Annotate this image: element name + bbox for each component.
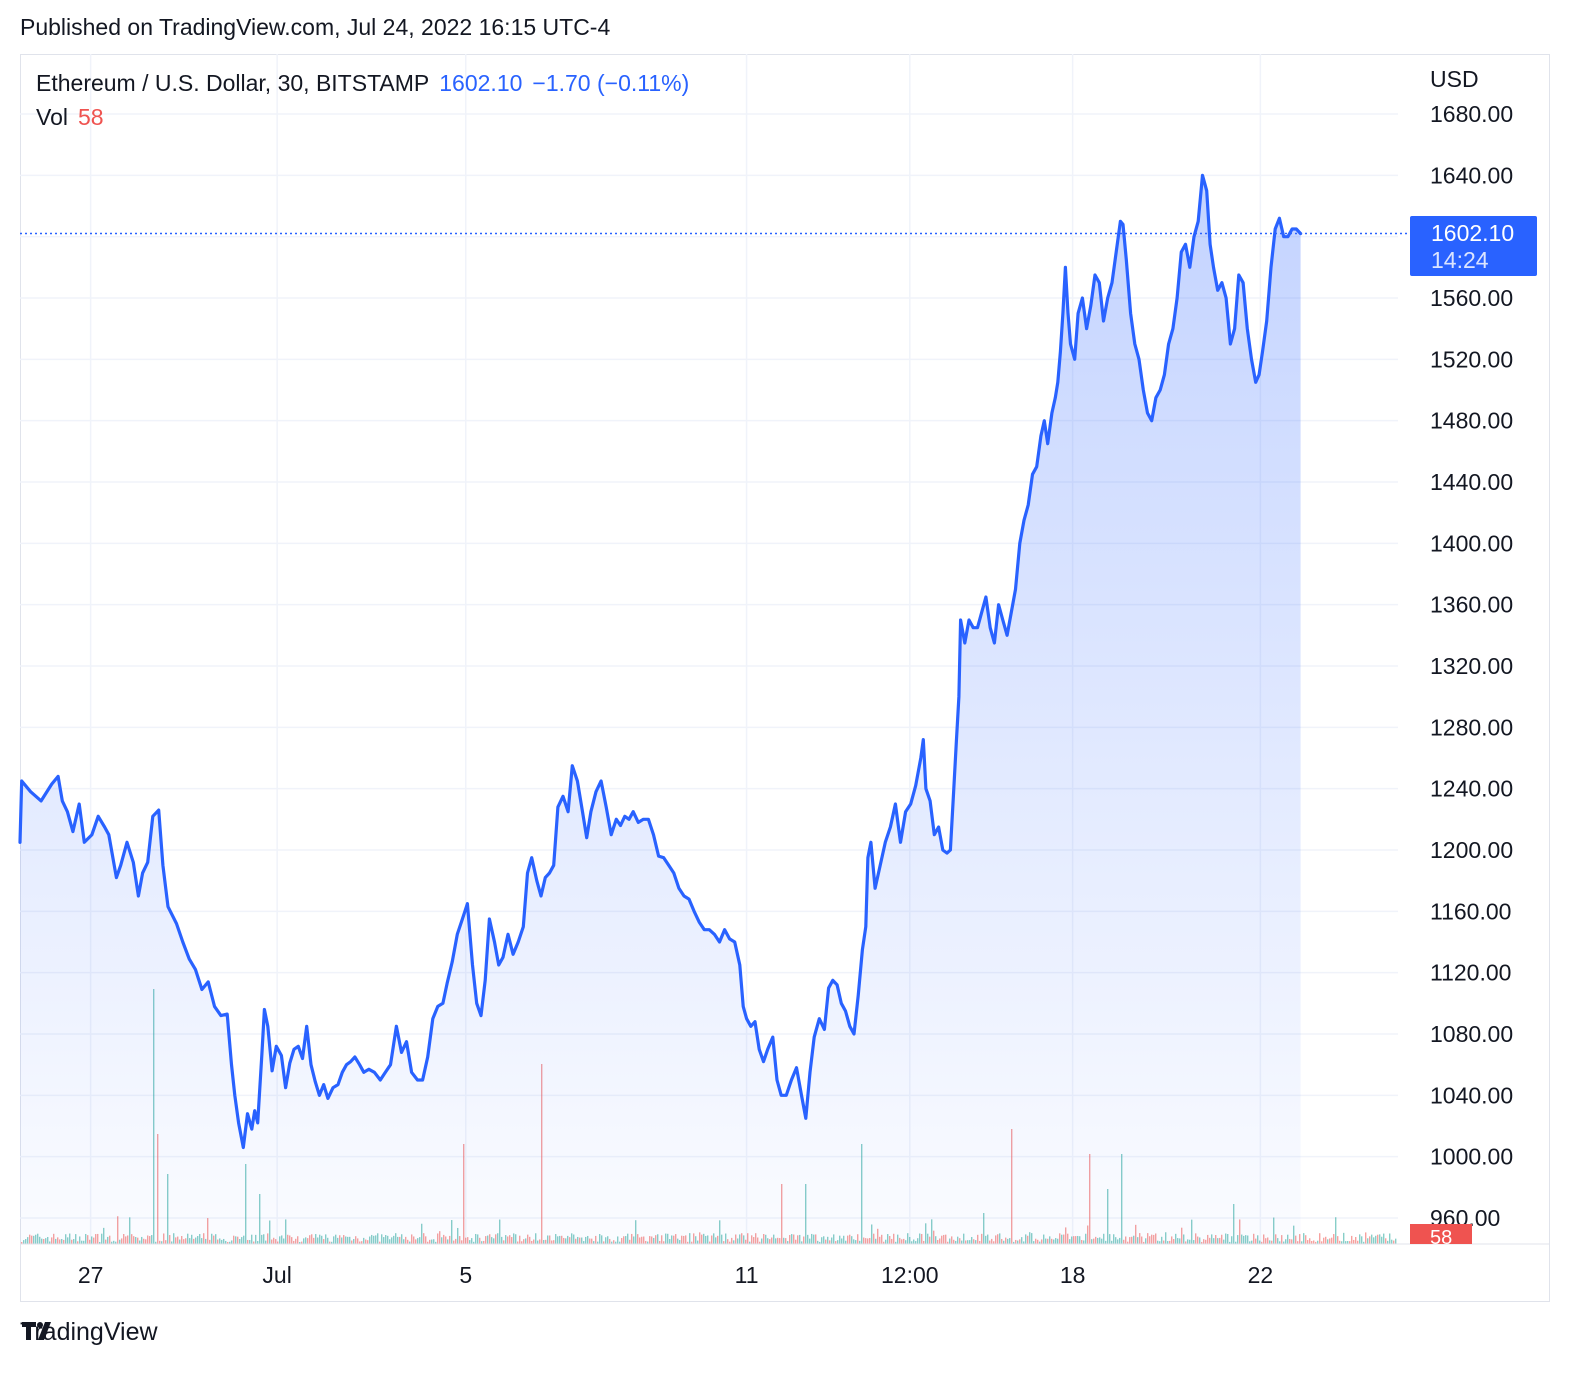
y-tick-label: 1240.00 <box>1430 776 1513 802</box>
y-tick-label: 1080.00 <box>1430 1021 1513 1047</box>
volume-bar <box>1381 1236 1383 1244</box>
volume-bar <box>1319 1233 1321 1244</box>
bar-countdown: 14:24 <box>1431 247 1489 273</box>
volume-bar <box>1393 1240 1395 1244</box>
volume-bar <box>1377 1234 1379 1244</box>
symbol-legend[interactable]: Ethereum / U.S. Dollar, 30, BITSTAMP 1602… <box>36 70 689 97</box>
volume-bar <box>1327 1239 1329 1244</box>
y-tick-label: 1360.00 <box>1430 592 1513 618</box>
volume-bar <box>1323 1237 1325 1244</box>
y-tick-label: 1680.00 <box>1430 101 1513 127</box>
volume-bar <box>1337 1236 1339 1244</box>
volume-bar <box>1347 1240 1349 1244</box>
volume-bar <box>1389 1233 1391 1244</box>
y-tick-label: 1000.00 <box>1430 1144 1513 1170</box>
x-tick-label: 27 <box>78 1262 104 1288</box>
y-tick-label: 1160.00 <box>1430 898 1511 924</box>
y-tick-label: 1400.00 <box>1430 530 1513 556</box>
volume-bar <box>1341 1241 1343 1244</box>
volume-bar <box>1309 1238 1311 1244</box>
published-caption: Published on TradingView.com, Jul 24, 20… <box>20 14 611 40</box>
volume-bar <box>1367 1238 1369 1244</box>
volume-bar <box>1333 1234 1335 1244</box>
y-tick-label: 1440.00 <box>1430 469 1513 495</box>
tradingview-logo-icon <box>22 1322 51 1340</box>
symbol-name: Ethereum / U.S. Dollar, 30, BITSTAMP <box>36 70 430 96</box>
y-tick-label: 1200.00 <box>1430 837 1513 863</box>
volume-bar <box>1305 1235 1307 1244</box>
volume-bar <box>1311 1241 1313 1244</box>
volume-bar <box>1325 1236 1327 1244</box>
y-tick-label: 1640.00 <box>1430 162 1513 188</box>
y-tick-label: 1280.00 <box>1430 714 1513 740</box>
volume-bar <box>1317 1240 1319 1244</box>
volume-bar <box>1373 1237 1375 1244</box>
volume-bar <box>1315 1241 1317 1244</box>
y-tick-label: 1560.00 <box>1430 285 1513 311</box>
volume-bar <box>1355 1236 1357 1244</box>
volume-bar <box>1313 1240 1315 1244</box>
volume-badge-value: 58 <box>1430 1227 1453 1244</box>
volume-legend[interactable]: Vol 58 <box>36 104 104 131</box>
volume-bar <box>1307 1240 1309 1244</box>
volume-bar <box>1395 1238 1397 1244</box>
volume-value: 58 <box>77 104 104 130</box>
x-tick-label: 22 <box>1248 1262 1274 1288</box>
x-tick-label: 18 <box>1060 1262 1086 1288</box>
volume-bar <box>1331 1237 1333 1244</box>
price-area-fill <box>20 175 1301 1244</box>
volume-bar <box>1343 1232 1345 1244</box>
x-tick-label: 5 <box>459 1262 472 1288</box>
y-tick-label: 1480.00 <box>1430 408 1513 434</box>
volume-bar <box>1357 1240 1359 1244</box>
volume-bar <box>1365 1232 1367 1244</box>
last-price-badge-value: 1602.10 <box>1431 220 1515 246</box>
volume-bar <box>1375 1235 1377 1244</box>
volume-bar <box>1339 1240 1341 1244</box>
volume-bar <box>1353 1239 1355 1244</box>
price-line <box>18 173 1303 1150</box>
volume-bar <box>1301 1241 1303 1244</box>
currency-label: USD <box>1430 66 1479 92</box>
volume-bar <box>1369 1236 1371 1244</box>
volume-bar <box>1335 1217 1337 1244</box>
volume-bar <box>1379 1234 1381 1244</box>
volume-bar <box>1321 1241 1323 1244</box>
volume-bar <box>1359 1234 1361 1244</box>
volume-bar <box>1391 1239 1393 1244</box>
volume-bar <box>1387 1240 1389 1244</box>
volume-bar <box>1371 1234 1373 1244</box>
price-area <box>18 173 1410 1244</box>
x-tick-label: Jul <box>262 1262 291 1288</box>
volume-bar <box>1363 1241 1365 1244</box>
volume-badge: 58 <box>1410 1224 1472 1244</box>
volume-bar <box>1385 1238 1387 1244</box>
volume-bar <box>1383 1233 1385 1244</box>
y-tick-label: 1320.00 <box>1430 653 1513 679</box>
volume-label: Vol <box>36 104 68 130</box>
last-price-badge: 1602.10 14:24 <box>1410 216 1537 276</box>
tradingview-footer[interactable]: TradingView <box>20 1318 158 1347</box>
volume-bar <box>1329 1238 1331 1244</box>
y-tick-label: 1040.00 <box>1430 1082 1513 1108</box>
y-tick-label: 1120.00 <box>1430 960 1511 986</box>
volume-bar <box>1303 1233 1305 1244</box>
volume-bar <box>1361 1236 1363 1244</box>
y-tick-label: 1520.00 <box>1430 346 1513 372</box>
legend-last-price: 1602.10 <box>439 70 523 96</box>
volume-bar <box>1349 1241 1351 1244</box>
x-tick-label: 11 <box>735 1262 759 1288</box>
x-tick-label: 12:00 <box>881 1262 939 1288</box>
volume-bar <box>1351 1235 1353 1244</box>
chart-frame[interactable] <box>20 54 1550 1302</box>
legend-change: −1.70 (−0.11%) <box>532 70 690 96</box>
volume-bar <box>1345 1241 1347 1244</box>
